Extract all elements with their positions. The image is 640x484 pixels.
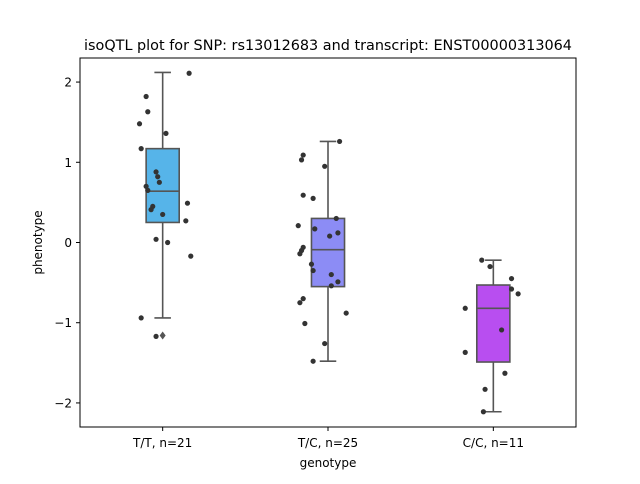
data-point bbox=[310, 358, 316, 364]
data-point bbox=[462, 349, 468, 355]
data-point bbox=[298, 157, 305, 163]
data-point bbox=[138, 315, 144, 321]
data-point bbox=[482, 386, 488, 392]
box-group bbox=[295, 138, 349, 364]
data-point bbox=[327, 233, 333, 239]
data-point bbox=[143, 93, 149, 100]
data-point bbox=[153, 333, 159, 339]
outlier-marker bbox=[159, 331, 166, 340]
data-point bbox=[480, 409, 487, 415]
data-point bbox=[333, 215, 339, 222]
data-point bbox=[155, 174, 161, 180]
data-point bbox=[300, 296, 306, 302]
x-tick-label: C/C, n=11 bbox=[463, 436, 524, 450]
plot-area bbox=[136, 70, 521, 415]
data-point bbox=[136, 121, 143, 127]
data-point bbox=[322, 340, 328, 347]
data-point bbox=[322, 163, 328, 169]
data-point bbox=[336, 138, 343, 145]
data-point bbox=[300, 152, 306, 158]
data-point bbox=[515, 291, 521, 297]
data-point bbox=[143, 183, 149, 189]
x-axis-label: genotype bbox=[300, 456, 357, 470]
y-axis-label: phenotype bbox=[31, 210, 45, 274]
data-point bbox=[508, 286, 515, 292]
data-point bbox=[310, 195, 316, 201]
data-point bbox=[138, 146, 144, 152]
data-point bbox=[328, 283, 334, 289]
data-point bbox=[186, 70, 192, 76]
data-point bbox=[163, 130, 169, 137]
data-point bbox=[487, 263, 493, 270]
box-group bbox=[462, 257, 521, 415]
data-point bbox=[145, 109, 151, 115]
data-point bbox=[502, 370, 508, 376]
data-point bbox=[508, 275, 515, 282]
box-iqr bbox=[475, 284, 511, 363]
y-axis: −2 −1 0 1 2 bbox=[54, 76, 80, 410]
chart-title: isoQTL plot for SNP: rs13012683 and tran… bbox=[84, 38, 572, 54]
data-point bbox=[183, 218, 189, 224]
data-point bbox=[148, 207, 154, 213]
data-point bbox=[188, 253, 194, 259]
y-tick-label: 2 bbox=[64, 76, 72, 90]
data-point bbox=[145, 187, 151, 193]
x-axis: T/T, n=21 T/C, n=25 C/C, n=11 bbox=[132, 427, 524, 450]
data-point bbox=[343, 310, 349, 316]
data-point bbox=[310, 267, 316, 274]
y-tick-label: −1 bbox=[54, 316, 72, 330]
data-point bbox=[165, 239, 171, 246]
data-point bbox=[308, 261, 315, 267]
data-point bbox=[300, 192, 306, 198]
data-point bbox=[160, 211, 166, 218]
y-tick-label: 1 bbox=[64, 156, 72, 170]
y-tick-label: 0 bbox=[64, 236, 72, 250]
data-point bbox=[312, 226, 318, 232]
y-tick-label: −2 bbox=[54, 396, 72, 410]
data-point bbox=[328, 271, 334, 278]
x-tick-label: T/T, n=21 bbox=[132, 436, 192, 450]
data-point bbox=[184, 200, 191, 206]
data-point bbox=[297, 251, 303, 257]
data-point bbox=[479, 257, 485, 263]
data-point bbox=[295, 223, 301, 229]
data-point bbox=[297, 300, 303, 306]
data-point bbox=[462, 305, 468, 311]
data-point bbox=[153, 236, 159, 242]
data-point bbox=[335, 230, 341, 236]
data-point bbox=[302, 320, 308, 327]
x-tick-label: T/C, n=25 bbox=[297, 436, 358, 450]
data-point bbox=[153, 169, 159, 175]
box-group bbox=[136, 70, 194, 340]
data-point bbox=[335, 279, 341, 285]
data-point bbox=[499, 327, 505, 333]
data-point bbox=[156, 179, 162, 185]
